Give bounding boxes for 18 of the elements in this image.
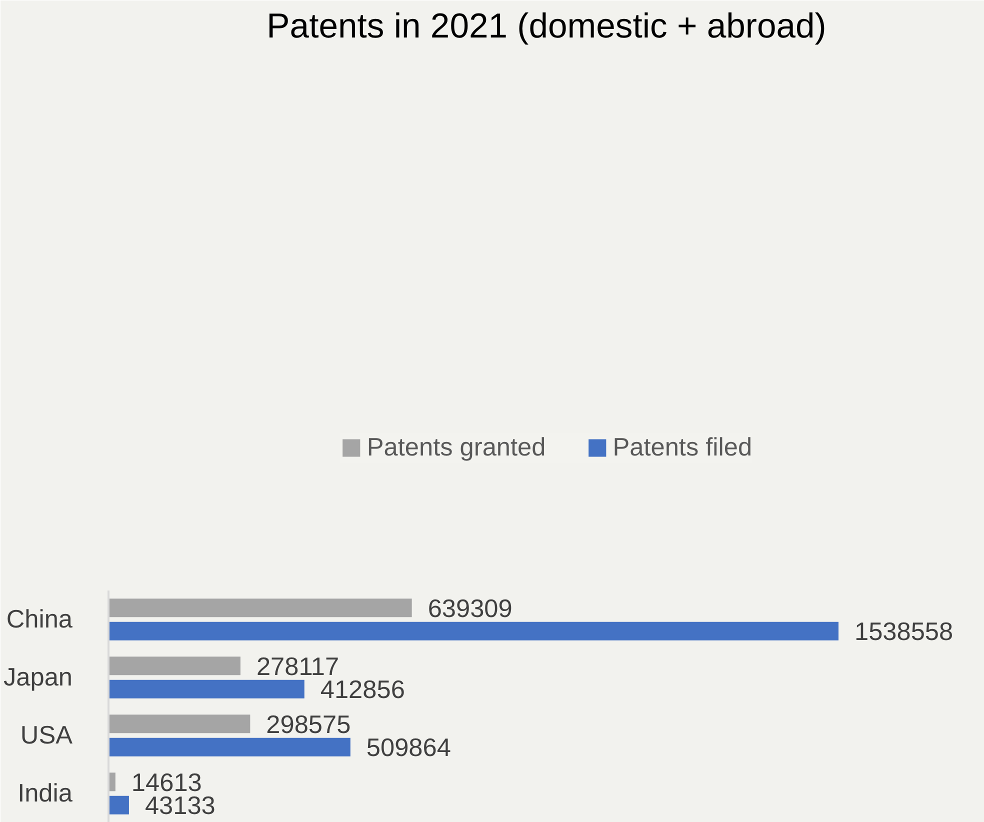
data-label: 639309: [428, 594, 512, 623]
bar: [108, 738, 350, 756]
data-label: 298575: [266, 710, 351, 739]
bar: [108, 796, 129, 814]
bar: [108, 680, 304, 698]
data-label: 1538558: [854, 618, 954, 646]
bar: [108, 622, 838, 640]
y-tick-label: India: [18, 780, 74, 808]
data-label: 509864: [366, 734, 451, 762]
legend-label: Patents granted: [366, 433, 546, 462]
y-tick-label: China: [6, 606, 74, 634]
bar: [108, 598, 412, 618]
legend-label: Patents filed: [612, 433, 752, 462]
y-tick-label: USA: [20, 722, 73, 750]
y-tick-label: Japan: [3, 664, 73, 692]
chart-title: Patents in 2021 (domestic + abroad): [266, 8, 826, 46]
bar: [108, 714, 250, 734]
bar: [108, 656, 240, 676]
